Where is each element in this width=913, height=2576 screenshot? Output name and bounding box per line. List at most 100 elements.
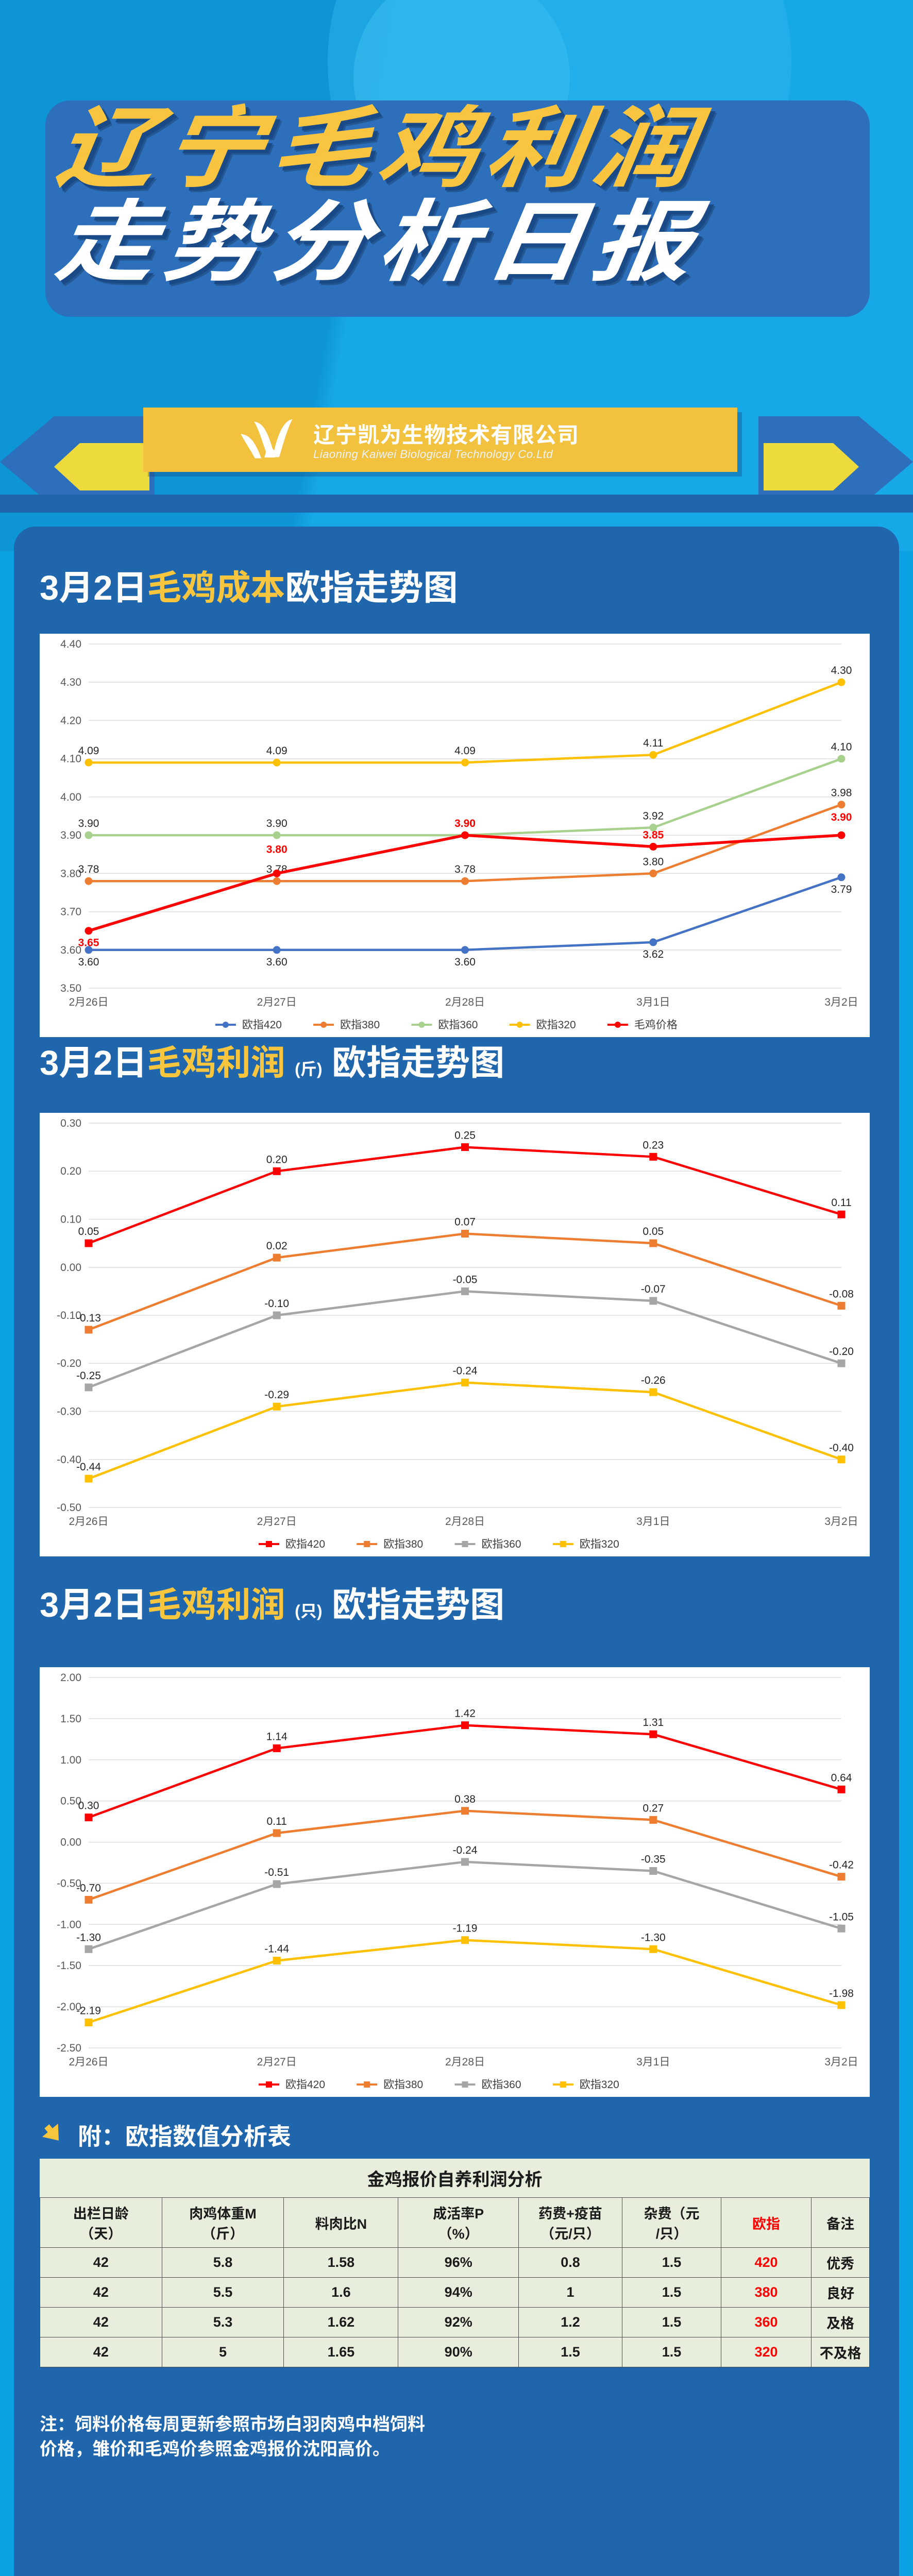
svg-text:4.09: 4.09	[78, 745, 99, 757]
svg-text:4.30: 4.30	[60, 676, 81, 688]
svg-text:欧指380: 欧指380	[340, 1019, 380, 1031]
svg-text:0.38: 0.38	[454, 1793, 476, 1805]
svg-text:3.60: 3.60	[454, 956, 476, 968]
svg-text:3.62: 3.62	[643, 948, 664, 960]
svg-text:-0.70: -0.70	[76, 1882, 101, 1894]
svg-text:1.31: 1.31	[643, 1717, 664, 1728]
svg-text:0.00: 0.00	[60, 1837, 81, 1849]
svg-text:-0.44: -0.44	[76, 1461, 101, 1473]
svg-text:3月2日: 3月2日	[824, 1516, 858, 1528]
svg-text:欧指420: 欧指420	[285, 2079, 325, 2091]
svg-text:0.05: 0.05	[78, 1226, 99, 1238]
svg-text:2月28日: 2月28日	[445, 2056, 485, 2068]
svg-text:欧指360: 欧指360	[482, 1538, 521, 1550]
svg-text:4.20: 4.20	[60, 715, 81, 726]
svg-text:-0.13: -0.13	[76, 1312, 101, 1324]
svg-text:4.10: 4.10	[831, 741, 852, 753]
svg-text:-0.25: -0.25	[76, 1370, 101, 1382]
svg-text:3.79: 3.79	[831, 884, 852, 895]
svg-text:3.90: 3.90	[60, 829, 81, 841]
svg-text:欧指380: 欧指380	[383, 2079, 423, 2091]
svg-text:-0.40: -0.40	[829, 1442, 854, 1454]
svg-text:3.70: 3.70	[60, 906, 81, 918]
svg-text:欧指320: 欧指320	[580, 1538, 619, 1550]
svg-text:-1.98: -1.98	[829, 1988, 854, 1999]
svg-text:3.85: 3.85	[643, 829, 664, 841]
svg-text:1.42: 1.42	[454, 1708, 476, 1720]
svg-text:-0.10: -0.10	[264, 1298, 289, 1310]
svg-text:-1.30: -1.30	[76, 1931, 101, 1943]
svg-text:-2.19: -2.19	[76, 2005, 101, 2017]
svg-text:-1.30: -1.30	[641, 1931, 666, 1943]
svg-text:-0.24: -0.24	[453, 1365, 478, 1377]
svg-text:-0.20: -0.20	[57, 1358, 81, 1369]
svg-text:0.10: 0.10	[60, 1214, 81, 1226]
svg-text:3.60: 3.60	[78, 956, 99, 968]
svg-text:2月27日: 2月27日	[257, 996, 297, 1008]
svg-text:-2.50: -2.50	[57, 2042, 81, 2054]
svg-text:2月27日: 2月27日	[257, 1516, 297, 1528]
svg-text:-0.26: -0.26	[641, 1375, 666, 1386]
svg-text:-0.35: -0.35	[641, 1854, 666, 1866]
svg-text:-1.05: -1.05	[829, 1911, 854, 1923]
svg-text:3月2日: 3月2日	[824, 996, 858, 1008]
svg-text:-0.51: -0.51	[264, 1867, 289, 1878]
svg-text:3.80: 3.80	[266, 843, 288, 855]
svg-text:3.92: 3.92	[643, 810, 664, 822]
svg-text:3.60: 3.60	[266, 956, 288, 968]
svg-text:欧指320: 欧指320	[580, 2079, 619, 2091]
svg-text:3月2日: 3月2日	[824, 2056, 858, 2068]
svg-text:4.30: 4.30	[831, 665, 852, 676]
svg-text:-1.00: -1.00	[57, 1919, 81, 1930]
svg-text:2月27日: 2月27日	[257, 2056, 297, 2068]
svg-text:-1.44: -1.44	[264, 1943, 289, 1955]
svg-text:0.07: 0.07	[454, 1216, 476, 1228]
svg-text:1.14: 1.14	[266, 1731, 288, 1742]
svg-text:0.20: 0.20	[60, 1165, 81, 1177]
svg-text:-0.20: -0.20	[829, 1346, 854, 1358]
svg-text:2月26日: 2月26日	[69, 2056, 108, 2068]
svg-text:-0.29: -0.29	[264, 1389, 289, 1401]
svg-text:3.90: 3.90	[454, 818, 476, 829]
svg-text:3.98: 3.98	[831, 787, 852, 799]
svg-text:3.65: 3.65	[78, 937, 99, 949]
svg-text:1.50: 1.50	[60, 1713, 81, 1725]
svg-text:3.80: 3.80	[643, 856, 664, 868]
svg-text:-0.05: -0.05	[453, 1274, 478, 1285]
svg-text:3.78: 3.78	[78, 863, 99, 875]
svg-text:3.50: 3.50	[60, 982, 81, 994]
svg-text:2月28日: 2月28日	[445, 1516, 485, 1528]
svg-text:4.09: 4.09	[266, 745, 288, 757]
svg-text:0.02: 0.02	[266, 1240, 288, 1252]
svg-text:1.00: 1.00	[60, 1754, 81, 1766]
svg-text:0.30: 0.30	[60, 1117, 81, 1129]
svg-text:4.00: 4.00	[60, 791, 81, 803]
svg-text:2月28日: 2月28日	[445, 996, 485, 1008]
svg-text:4.09: 4.09	[454, 745, 476, 757]
svg-text:0.05: 0.05	[643, 1226, 664, 1238]
svg-text:3月1日: 3月1日	[636, 1516, 670, 1528]
svg-text:毛鸡价格: 毛鸡价格	[634, 1019, 678, 1031]
svg-text:3.78: 3.78	[454, 863, 476, 875]
svg-text:0.23: 0.23	[643, 1139, 664, 1151]
svg-text:2月26日: 2月26日	[69, 996, 108, 1008]
svg-text:3.90: 3.90	[78, 818, 99, 829]
svg-text:欧指420: 欧指420	[242, 1019, 282, 1031]
svg-text:3月1日: 3月1日	[636, 2056, 670, 2068]
svg-text:-0.24: -0.24	[453, 1844, 478, 1856]
svg-text:0.27: 0.27	[643, 1802, 664, 1814]
svg-text:欧指320: 欧指320	[536, 1019, 576, 1031]
svg-text:0.11: 0.11	[267, 1816, 287, 1827]
svg-text:-0.42: -0.42	[829, 1859, 854, 1871]
svg-text:-1.50: -1.50	[57, 1960, 81, 1972]
svg-text:-0.50: -0.50	[57, 1502, 81, 1514]
svg-text:0.20: 0.20	[266, 1154, 288, 1165]
svg-text:0.25: 0.25	[454, 1130, 476, 1142]
svg-text:2.00: 2.00	[60, 1672, 81, 1684]
svg-text:0.64: 0.64	[831, 1772, 852, 1784]
svg-text:-0.30: -0.30	[57, 1406, 81, 1418]
svg-text:3月1日: 3月1日	[636, 996, 670, 1008]
svg-text:3.90: 3.90	[266, 818, 288, 829]
svg-text:欧指420: 欧指420	[285, 1538, 325, 1550]
svg-text:欧指360: 欧指360	[482, 2079, 521, 2091]
